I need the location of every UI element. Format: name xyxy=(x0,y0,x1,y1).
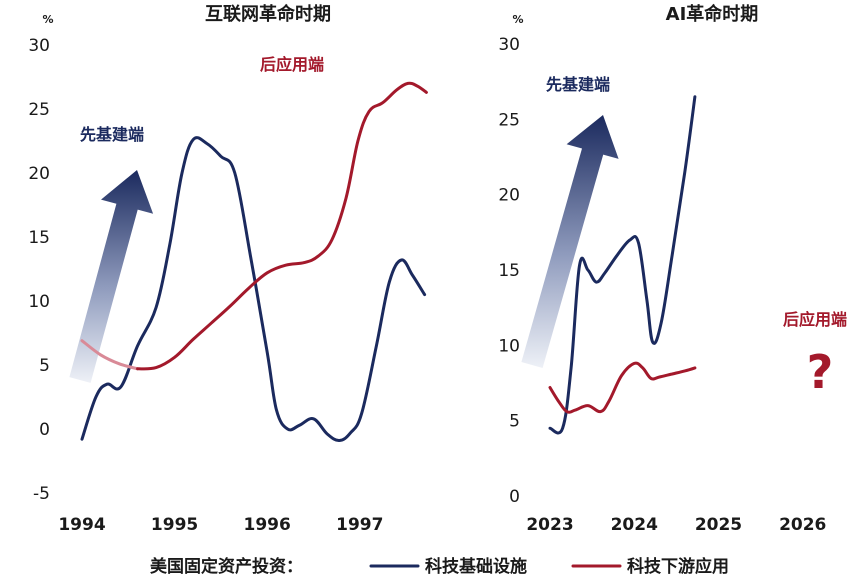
series-line-app xyxy=(136,81,428,371)
annotation-app-later: 后应用端 xyxy=(783,310,847,329)
annotation-app-later: 后应用端 xyxy=(260,55,324,74)
series-line-infra xyxy=(80,136,427,443)
y-axis-unit: % xyxy=(512,13,523,26)
annotation-infra-first: 先基建端 xyxy=(546,75,610,94)
chart-panel-1: 互联网革命时期% -5 0 5 10 15 20 25 30 1994 1995 1996 1997 先基… xyxy=(28,3,428,535)
annotation-infra-first: 先基建端 xyxy=(80,125,144,144)
y-tick-label: 15 xyxy=(498,261,520,281)
y-tick-label: 15 xyxy=(28,228,50,248)
chart-title: 互联网革命时期 xyxy=(205,3,331,25)
trend-arrow xyxy=(521,115,619,368)
y-axis-unit: % xyxy=(42,13,53,26)
y-tick-label: -5 xyxy=(33,484,50,504)
series-line-infra xyxy=(548,95,697,435)
legend: 美国固定资产投资： 科技基础设施 科技下游应用 xyxy=(150,556,729,577)
legend-label-infra: 科技基础设施 xyxy=(425,556,527,577)
y-tick-label: 10 xyxy=(498,336,520,356)
x-tick-label: 2026 xyxy=(779,515,826,535)
trend-arrow xyxy=(69,170,154,383)
x-tick-label: 1994 xyxy=(58,515,105,535)
x-tick-label: 1997 xyxy=(336,515,383,535)
question-mark: ? xyxy=(807,345,834,399)
x-tick-label: 1995 xyxy=(151,515,198,535)
legend-label-app: 科技下游应用 xyxy=(627,556,729,577)
y-tick-label: 5 xyxy=(39,356,50,376)
chart-title: AI革命时期 xyxy=(666,3,759,25)
y-tick-label: 10 xyxy=(28,292,50,312)
y-tick-label: 0 xyxy=(39,420,50,440)
x-tick-label: 1996 xyxy=(244,515,291,535)
y-tick-label: 25 xyxy=(498,110,520,130)
x-tick-label: 2025 xyxy=(695,515,742,535)
y-tick-label: 30 xyxy=(28,36,50,56)
series-line-app-faded xyxy=(80,339,140,371)
y-tick-label: 20 xyxy=(498,186,520,206)
y-tick-label: 5 xyxy=(509,412,520,432)
y-tick-label: 0 xyxy=(509,487,520,507)
y-tick-label: 20 xyxy=(28,164,50,184)
y-tick-label: 25 xyxy=(28,100,50,120)
series-line-app xyxy=(548,361,697,414)
legend-prefix: 美国固定资产投资： xyxy=(150,556,303,577)
x-tick-label: 2023 xyxy=(526,515,573,535)
y-tick-label: 30 xyxy=(498,35,520,55)
x-tick-label: 2024 xyxy=(611,515,658,535)
